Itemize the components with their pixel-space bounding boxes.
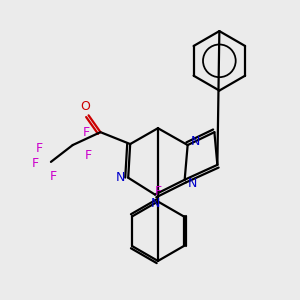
Text: F: F	[85, 149, 92, 162]
Text: N: N	[191, 135, 200, 148]
Text: N: N	[150, 197, 160, 210]
Text: F: F	[83, 126, 90, 139]
Text: O: O	[81, 100, 91, 113]
Text: F: F	[35, 142, 43, 154]
Text: F: F	[32, 158, 39, 170]
Text: N: N	[188, 177, 197, 190]
Text: N: N	[116, 171, 125, 184]
Text: F: F	[154, 185, 161, 198]
Text: F: F	[49, 170, 56, 183]
